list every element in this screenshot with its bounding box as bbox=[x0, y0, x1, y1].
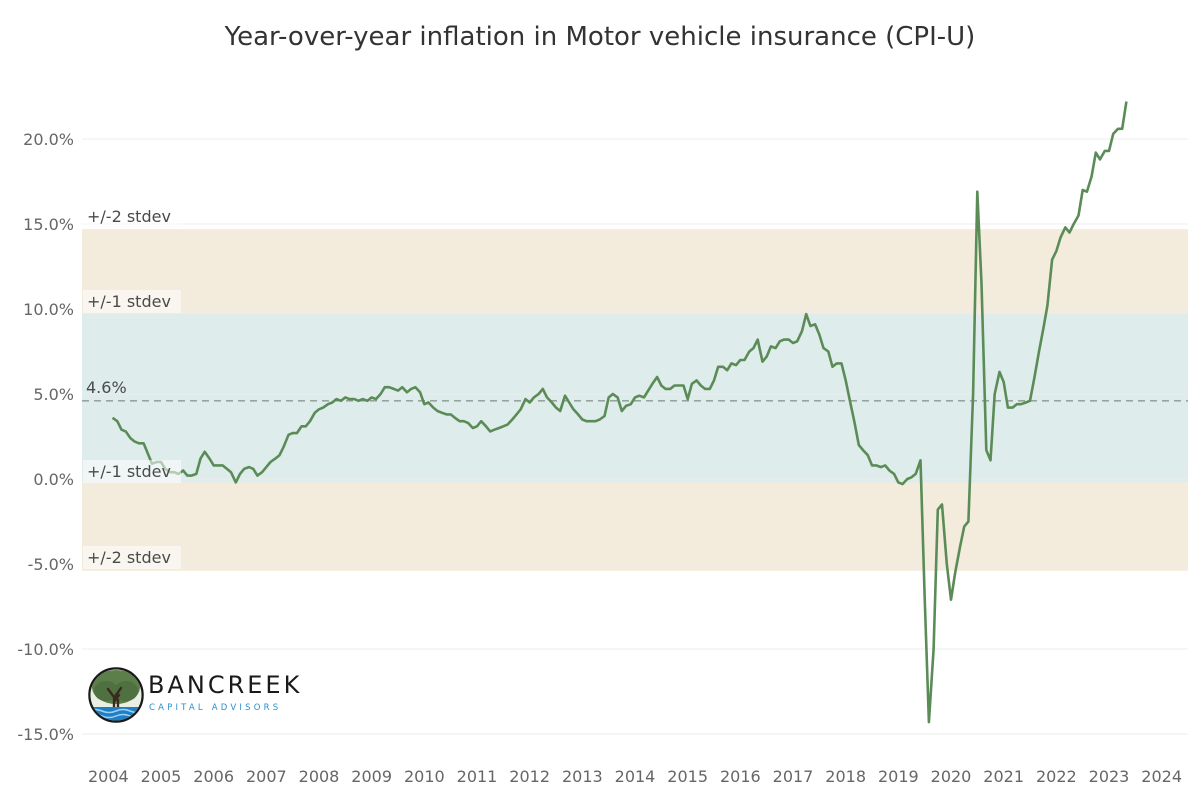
band-label-bg bbox=[83, 460, 181, 483]
x-tick-label: 2019 bbox=[878, 767, 919, 786]
gridlines bbox=[82, 138, 1188, 735]
y-axis-ticks: 20.0% 15.0% 10.0% 5.0% 0.0% -5.0% -10.0% -15.0% bbox=[17, 130, 74, 744]
x-tick-label: 2011 bbox=[457, 767, 498, 786]
x-tick-label: 2013 bbox=[562, 767, 603, 786]
y-tick-label: 20.0% bbox=[23, 130, 74, 149]
band-labels: +/-2 stdev +/-1 stdev +/-1 stdev +/-2 stdev bbox=[83, 205, 181, 569]
band-label-bg bbox=[83, 290, 181, 313]
x-tick-label: 2018 bbox=[825, 767, 866, 786]
logo-wordmark: BANCREEK bbox=[148, 671, 303, 699]
x-tick-label: 2023 bbox=[1089, 767, 1130, 786]
x-tick-label: 2017 bbox=[773, 767, 814, 786]
x-tick-label: 2012 bbox=[509, 767, 550, 786]
x-tick-label: 2022 bbox=[1036, 767, 1077, 786]
band-label-lower-1: +/-1 stdev bbox=[87, 462, 171, 481]
x-tick-label: 2024 bbox=[1141, 767, 1182, 786]
x-tick-label: 2004 bbox=[88, 767, 129, 786]
chart-title: Year-over-year inflation in Motor vehicl… bbox=[224, 22, 976, 52]
x-tick-label: 2014 bbox=[615, 767, 656, 786]
x-tick-label: 2016 bbox=[720, 767, 761, 786]
y-tick-label: 0.0% bbox=[33, 470, 74, 489]
bancreek-logo: BANCREEK CAPITAL ADVISORS bbox=[88, 667, 318, 727]
y-tick-label: 10.0% bbox=[23, 300, 74, 319]
x-tick-label: 2009 bbox=[351, 767, 392, 786]
band-label-upper-1: +/-1 stdev bbox=[87, 292, 171, 311]
x-tick-label: 2008 bbox=[299, 767, 340, 786]
x-tick-label: 2010 bbox=[404, 767, 445, 786]
x-tick-label: 2015 bbox=[667, 767, 708, 786]
x-tick-label: 2005 bbox=[141, 767, 182, 786]
y-tick-label: 5.0% bbox=[33, 385, 74, 404]
stdev-bands bbox=[82, 229, 1188, 571]
bancreek-logo-icon bbox=[88, 667, 144, 723]
series-group bbox=[111, 101, 1128, 724]
band-label-bg bbox=[83, 205, 181, 228]
mean-label: 4.6% bbox=[86, 378, 127, 397]
mean-line-group: 4.6% bbox=[82, 378, 1188, 402]
x-axis-ticks: 2004 2005 2006 2007 2008 2009 2010 2011 2012 2013… bbox=[88, 767, 1182, 786]
y-tick-label: -5.0% bbox=[28, 555, 74, 574]
band-label-bg bbox=[83, 546, 181, 569]
band-label-upper-2: +/-2 stdev bbox=[87, 207, 171, 226]
y-tick-label: -10.0% bbox=[17, 640, 74, 659]
band-label-lower-2: +/-2 stdev bbox=[87, 548, 171, 567]
x-tick-label: 2006 bbox=[193, 767, 234, 786]
x-tick-label: 2007 bbox=[246, 767, 287, 786]
y-tick-label: -15.0% bbox=[17, 725, 74, 744]
series-line bbox=[111, 101, 1128, 724]
x-tick-label: 2020 bbox=[931, 767, 972, 786]
logo-tagline: CAPITAL ADVISORS bbox=[149, 703, 282, 713]
x-tick-label: 2021 bbox=[983, 767, 1024, 786]
y-tick-label: 15.0% bbox=[23, 215, 74, 234]
